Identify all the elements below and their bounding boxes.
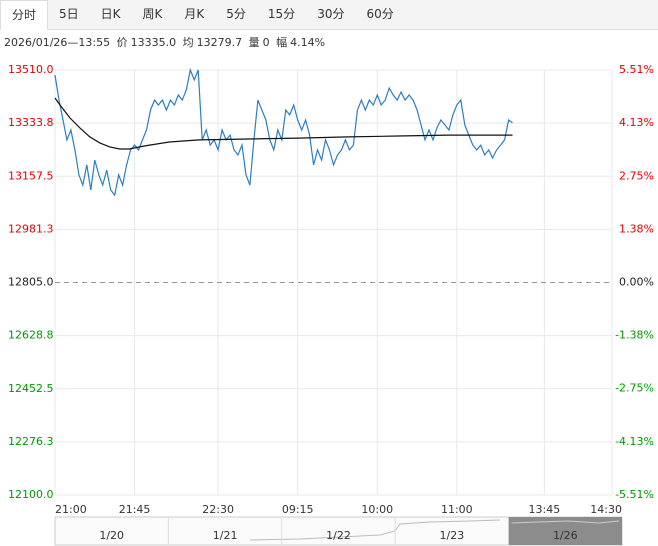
tab[interactable]: 5日 (59, 7, 79, 21)
x-tick-label: 13:45 (529, 503, 561, 516)
tab-bar: 分时 5日 日K 周K 月K 5分 15分 30分 60分 (0, 0, 658, 30)
navigator-day: 1/26 (553, 529, 578, 542)
tab[interactable]: 月K (184, 7, 205, 21)
navigator-window[interactable] (508, 517, 622, 545)
y2-tick-label: 1.38% (619, 222, 654, 235)
x-tick-label: 10:00 (361, 503, 393, 516)
datetime: 2026/01/26—13:55 (4, 36, 111, 49)
y2-tick-label: -5.51% (615, 488, 654, 501)
navigator-day: 1/21 (213, 529, 238, 542)
y2-tick-label: 0.00% (619, 276, 654, 289)
x-tick-label: 21:45 (119, 503, 151, 516)
y2-tick-label: 2.75% (619, 169, 654, 182)
y2-tick-label: -2.75% (615, 382, 654, 395)
tab[interactable]: 30分 (317, 7, 345, 21)
navigator-day: 1/22 (326, 529, 351, 542)
volume-label: 量 (248, 36, 260, 49)
y-tick-label: 12276.3 (8, 435, 54, 448)
navigator (54, 516, 623, 546)
volume: 0 (262, 36, 270, 49)
x-tick-label: 22:30 (202, 503, 234, 516)
y2-tick-label: -4.13% (615, 435, 654, 448)
tab[interactable]: 5分 (226, 7, 246, 21)
navigator-day: 1/20 (99, 529, 124, 542)
x-tick-label: 21:00 (55, 503, 87, 516)
x-tick-label: 11:00 (441, 503, 473, 516)
tab[interactable]: 60分 (366, 7, 394, 21)
y-tick-label: 12100.0 (8, 488, 54, 501)
price-line (54, 97, 513, 150)
tab[interactable]: 日K (100, 7, 121, 21)
y-tick-label: 12628.8 (8, 329, 54, 342)
y2-tick-label: 5.51% (619, 63, 654, 76)
price-label: 价 (116, 36, 128, 49)
x-tick-label: 09:15 (282, 503, 314, 516)
navigator-trend (249, 519, 501, 541)
price-line (54, 67, 513, 197)
price: 13335.0 (130, 36, 177, 49)
navigator-window-trend (511, 520, 620, 524)
y-tick-label: 13333.8 (8, 116, 54, 129)
tab[interactable]: 分时 (0, 0, 49, 30)
tab[interactable]: 15分 (267, 7, 296, 21)
range: 4.14% (290, 36, 326, 49)
y-tick-label: 13157.5 (8, 169, 54, 182)
y-tick-label: 12805.0 (8, 276, 54, 289)
range-label: 幅 (276, 36, 288, 49)
tab[interactable]: 周K (142, 7, 163, 21)
y-tick-label: 13510.0 (8, 63, 54, 76)
y-tick-label: 12981.3 (8, 222, 54, 235)
avg: 13279.7 (196, 36, 243, 49)
navigator-day: 1/23 (440, 529, 465, 542)
y-tick-label: 12452.5 (8, 382, 54, 395)
y2-tick-label: -1.38% (615, 329, 654, 342)
y2-tick-label: 4.13% (619, 116, 654, 129)
x-tick-label: 14:30 (590, 503, 622, 516)
avg-label: 均 (182, 36, 194, 49)
